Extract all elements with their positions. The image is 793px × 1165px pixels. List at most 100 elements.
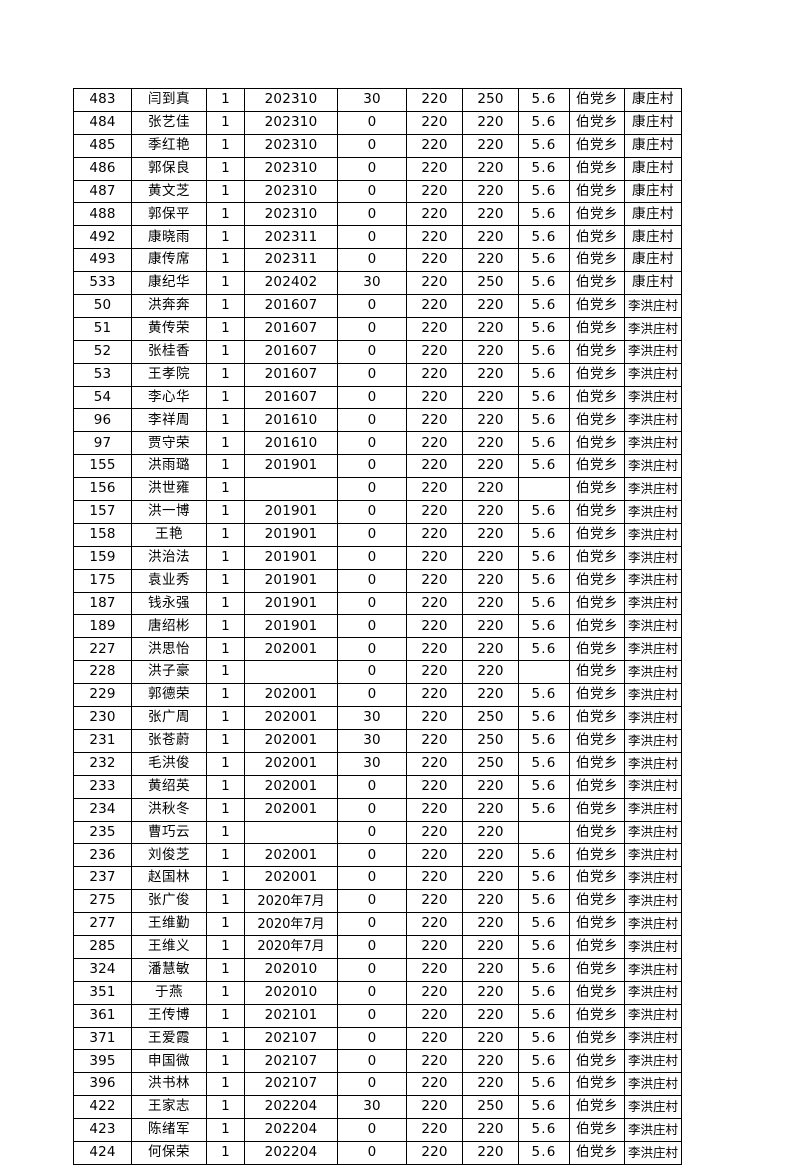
cell-person-count: 1 (206, 248, 245, 273)
cell-village: 李洪庄村 (624, 362, 682, 387)
cell-rate: 5.6 (518, 683, 570, 708)
cell-person-count: 1 (206, 683, 245, 708)
cell-person-name: 王爱霞 (131, 1026, 207, 1051)
cell-person-name: 唐绍彬 (131, 614, 207, 639)
cell-extra-subsidy: 0 (337, 362, 407, 387)
cell-person-name: 张桂香 (131, 339, 207, 364)
table-row: 158 王艳 1 201901 0 220 220 5.6 伯党乡 李洪庄村 (73, 522, 682, 547)
cell-township: 伯党乡 (569, 706, 625, 730)
cell-serial-number: 486 (73, 156, 132, 181)
cell-rate: 5.6 (518, 202, 570, 227)
cell-base-amount: 220 (406, 637, 463, 662)
cell-township: 伯党乡 (569, 156, 625, 181)
cell-person-count: 1 (206, 728, 245, 753)
cell-serial-number: 237 (73, 866, 132, 891)
cell-extra-subsidy: 0 (337, 660, 407, 685)
cell-serial-number: 488 (73, 202, 132, 227)
cell-extra-subsidy: 0 (337, 591, 407, 616)
cell-rate: 5.6 (518, 797, 570, 822)
cell-period: 201607 (244, 362, 338, 387)
cell-rate: 5.6 (518, 88, 570, 112)
table-row: 486 郭保良 1 202310 0 220 220 5.6 伯党乡 康庄村 (73, 156, 682, 181)
cell-serial-number: 483 (73, 88, 132, 112)
cell-extra-subsidy: 0 (337, 980, 407, 1005)
cell-rate: 5.6 (518, 408, 570, 433)
cell-person-count: 1 (206, 889, 245, 914)
table-row: 395 申国微 1 202107 0 220 220 5.6 伯党乡 李洪庄村 (73, 1049, 682, 1074)
cell-person-name: 曹巧云 (131, 820, 207, 845)
cell-village: 李洪庄村 (624, 751, 682, 776)
cell-person-name: 李祥周 (131, 408, 207, 433)
cell-serial-number: 324 (73, 957, 132, 982)
cell-person-count: 1 (206, 980, 245, 1005)
cell-base-amount: 220 (406, 202, 463, 227)
cell-period: 202001 (244, 843, 338, 868)
cell-rate: 5.6 (518, 1003, 570, 1028)
cell-township: 伯党乡 (569, 751, 625, 776)
cell-total-amount: 220 (462, 957, 519, 982)
cell-period: 202204 (244, 1095, 338, 1120)
cell-extra-subsidy: 0 (337, 545, 407, 570)
table-row: 487 黄文芝 1 202310 0 220 220 5.6 伯党乡 康庄村 (73, 179, 682, 204)
cell-base-amount: 220 (406, 1049, 463, 1074)
cell-period: 2020年7月 (244, 912, 338, 936)
cell-township: 伯党乡 (569, 294, 625, 318)
cell-rate: 5.6 (518, 843, 570, 868)
cell-township: 伯党乡 (569, 797, 625, 822)
cell-person-count: 1 (206, 751, 245, 776)
cell-total-amount: 220 (462, 637, 519, 662)
cell-township: 伯党乡 (569, 500, 625, 524)
cell-person-name: 陈绪军 (131, 1118, 207, 1142)
cell-base-amount: 220 (406, 957, 463, 982)
table-row: 97 贾守荣 1 201610 0 220 220 5.6 伯党乡 李洪庄村 (73, 431, 682, 456)
cell-extra-subsidy: 0 (337, 820, 407, 845)
cell-base-amount: 220 (406, 660, 463, 685)
cell-base-amount: 220 (406, 751, 463, 776)
cell-person-name: 贾守荣 (131, 431, 207, 456)
table-row: 424 何保荣 1 202204 0 220 220 5.6 伯党乡 李洪庄村 (73, 1140, 682, 1165)
cell-extra-subsidy: 0 (337, 454, 407, 479)
cell-township: 伯党乡 (569, 316, 625, 341)
cell-rate: 5.6 (518, 522, 570, 547)
cell-period: 2020年7月 (244, 889, 338, 914)
cell-base-amount: 220 (406, 889, 463, 914)
cell-person-count: 1 (206, 957, 245, 982)
cell-rate: 5.6 (518, 614, 570, 639)
cell-village: 李洪庄村 (624, 294, 682, 318)
cell-person-count: 1 (206, 477, 245, 502)
table-row: 423 陈绪军 1 202204 0 220 220 5.6 伯党乡 李洪庄村 (73, 1118, 682, 1142)
cell-township: 伯党乡 (569, 362, 625, 387)
cell-township: 伯党乡 (569, 133, 625, 158)
table-row: 422 王家志 1 202204 30 220 250 5.6 伯党乡 李洪庄村 (73, 1095, 682, 1120)
cell-total-amount: 250 (462, 751, 519, 776)
cell-extra-subsidy: 0 (337, 866, 407, 891)
cell-rate (518, 820, 570, 845)
cell-township: 伯党乡 (569, 637, 625, 662)
cell-rate: 5.6 (518, 133, 570, 158)
cell-total-amount: 220 (462, 820, 519, 845)
cell-period (244, 820, 338, 845)
cell-village: 李洪庄村 (624, 683, 682, 708)
cell-village: 李洪庄村 (624, 591, 682, 616)
cell-base-amount: 220 (406, 1118, 463, 1142)
cell-period: 201610 (244, 408, 338, 433)
table-row: 483 闫到真 1 202310 30 220 250 5.6 伯党乡 康庄村 (73, 88, 682, 112)
cell-period: 201901 (244, 545, 338, 570)
cell-serial-number: 53 (73, 362, 132, 387)
cell-serial-number: 230 (73, 706, 132, 730)
data-table: 483 闫到真 1 202310 30 220 250 5.6 伯党乡 康庄村 484 张艺佳 1 202… (73, 88, 682, 1165)
cell-extra-subsidy: 0 (337, 500, 407, 524)
cell-extra-subsidy: 0 (337, 339, 407, 364)
cell-rate: 5.6 (518, 751, 570, 776)
cell-person-count: 1 (206, 431, 245, 456)
cell-township: 伯党乡 (569, 454, 625, 479)
cell-serial-number: 189 (73, 614, 132, 639)
cell-total-amount: 220 (462, 1003, 519, 1028)
cell-person-count: 1 (206, 774, 245, 799)
cell-village: 康庄村 (624, 179, 682, 204)
cell-rate: 5.6 (518, 1095, 570, 1120)
cell-person-count: 1 (206, 500, 245, 524)
cell-rate: 5.6 (518, 912, 570, 936)
cell-total-amount: 220 (462, 179, 519, 204)
cell-person-count: 1 (206, 660, 245, 685)
